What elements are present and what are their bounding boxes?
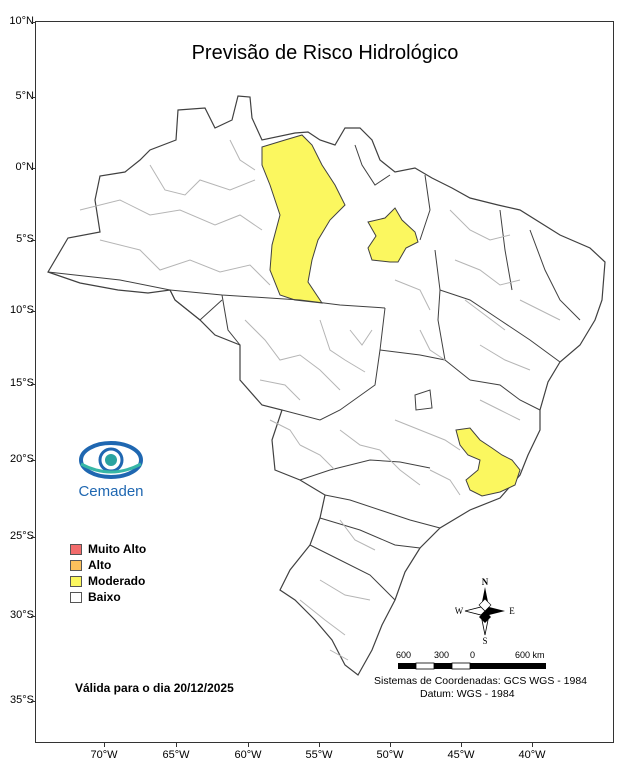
lat-label: 25°S [10,530,34,542]
lat-label: 20°S [10,453,34,465]
lat-label: 30°S [10,609,34,621]
scale-label: 0 [470,650,476,660]
lon-label: 55°W [305,749,333,761]
scale-label: 600 [396,650,412,660]
compass-n: N [482,577,489,587]
legend-swatch [70,591,82,603]
lat-label: 5°S [16,233,34,245]
lon-label: 45°W [447,749,475,761]
legend: Muito Alto Alto Moderado Baixo [70,541,146,605]
lat-label: 10°N [9,15,34,27]
risk-region-moderado-para [367,207,419,263]
cemaden-logo-icon [79,441,143,479]
lat-label: 5°N [15,90,34,102]
legend-swatch [70,559,82,571]
lon-label: 50°W [376,749,404,761]
lon-label: 65°W [162,749,190,761]
lat-label: 0°N [15,161,34,173]
lon-label: 40°W [518,749,546,761]
lat-label: 15°S [10,377,34,389]
valid-date-text: Válida para o dia 20/12/2025 [75,681,234,695]
compass-w: W [455,606,464,616]
coordinate-system-text: Sistemas de Coordenadas: GCS WGS - 1984 [374,675,588,687]
legend-label: Alto [88,558,112,572]
basin-borders [79,139,561,661]
lat-label: 10°S [10,304,34,316]
scale-label: 600 km [515,650,545,660]
legend-swatch [70,543,82,555]
legend-label: Muito Alto [88,542,147,556]
legend-label: Baixo [88,590,121,604]
legend-swatch [70,575,82,587]
legend-item-alto: Alto [70,557,146,573]
compass-s: S [482,636,487,645]
legend-item-baixo: Baixo [70,589,146,605]
lon-label: 70°W [90,749,118,761]
compass-e: E [509,606,515,616]
scale-label: 300 [434,650,450,660]
risk-region-moderado-southeast [455,427,521,497]
state-borders [47,144,581,601]
logo-text: Cemaden [78,483,144,500]
legend-label: Moderado [88,574,146,588]
compass-rose-icon: N S W E [455,577,515,645]
legend-item-muito-alto: Muito Alto [70,541,146,557]
scale-bar [398,662,546,670]
risk-region-moderado-amazon [261,134,346,304]
lon-label: 60°W [234,749,262,761]
datum-text: Datum: WGS - 1984 [420,688,515,700]
legend-item-moderado: Moderado [70,573,146,589]
lat-label: 35°S [10,694,34,706]
map-title: Previsão de Risco Hidrológico [191,42,459,64]
